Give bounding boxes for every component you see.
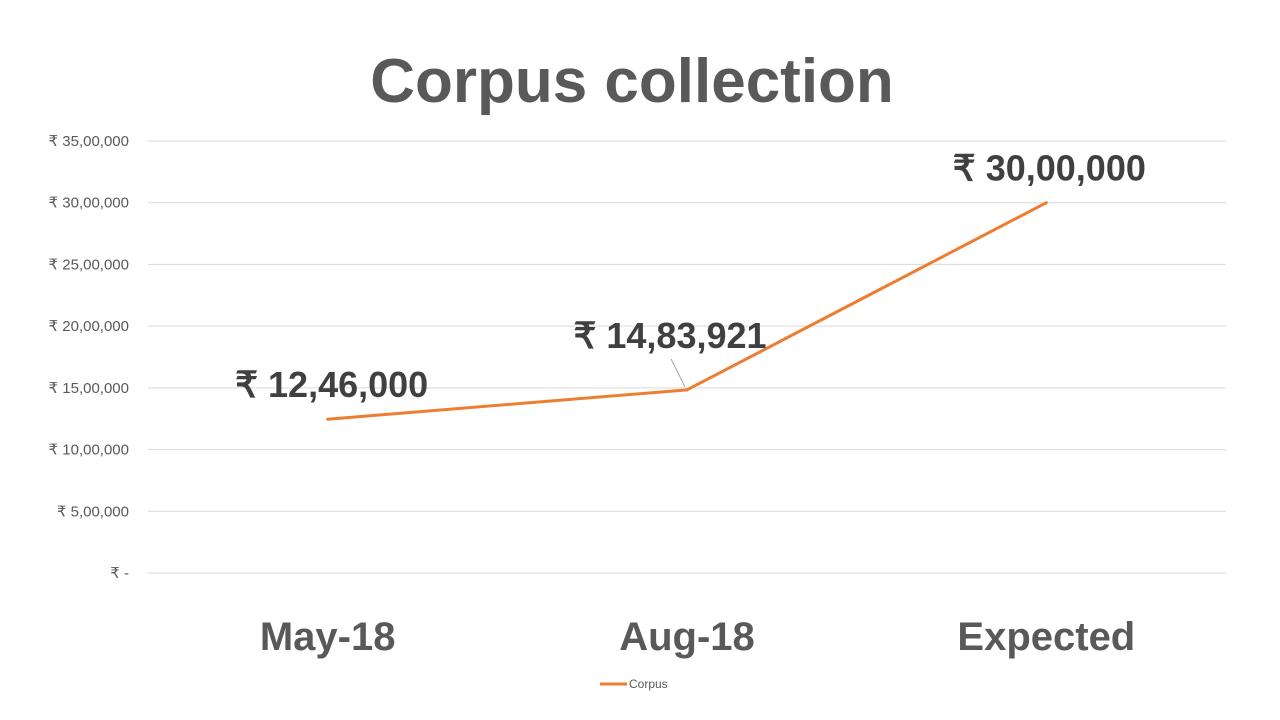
legend: Corpus <box>600 677 668 691</box>
x-tick-label: Expected <box>957 615 1135 659</box>
y-tick-label: ₹ 35,00,000 <box>49 133 129 150</box>
data-label: ₹ 14,83,921 <box>573 315 766 356</box>
y-tick-label: ₹ 30,00,000 <box>49 195 129 212</box>
y-tick-label: ₹ 10,00,000 <box>49 442 129 459</box>
data-labels: ₹ 12,46,000 ₹ 14,83,921 ₹ 30,00,000 <box>235 148 1146 405</box>
gridlines <box>148 140 1226 574</box>
x-tick-label: May-18 <box>260 615 396 659</box>
y-axis: ₹ - ₹ 5,00,000 ₹ 10,00,000 ₹ 15,00,000 ₹ 20,… <box>49 133 129 582</box>
data-label: ₹ 30,00,000 <box>953 148 1146 189</box>
y-tick-label: ₹ 5,00,000 <box>57 503 129 520</box>
data-point <box>1044 201 1048 205</box>
series-corpus <box>326 201 1048 421</box>
y-tick-label: ₹ 25,00,000 <box>49 256 129 273</box>
y-tick-label: ₹ - <box>110 565 129 582</box>
data-point <box>685 388 689 392</box>
y-tick-label: ₹ 15,00,000 <box>49 380 129 397</box>
legend-label: Corpus <box>629 677 668 691</box>
x-axis: May-18 Aug-18 Expected <box>260 615 1135 659</box>
series-line <box>327 201 1048 421</box>
x-tick-label: Aug-18 <box>619 615 755 659</box>
y-tick-label: ₹ 20,00,000 <box>49 318 129 335</box>
data-label-leader-line <box>670 358 686 388</box>
chart-title: Corpus collection <box>370 47 894 116</box>
data-point <box>326 417 330 421</box>
data-label: ₹ 12,46,000 <box>235 364 428 405</box>
